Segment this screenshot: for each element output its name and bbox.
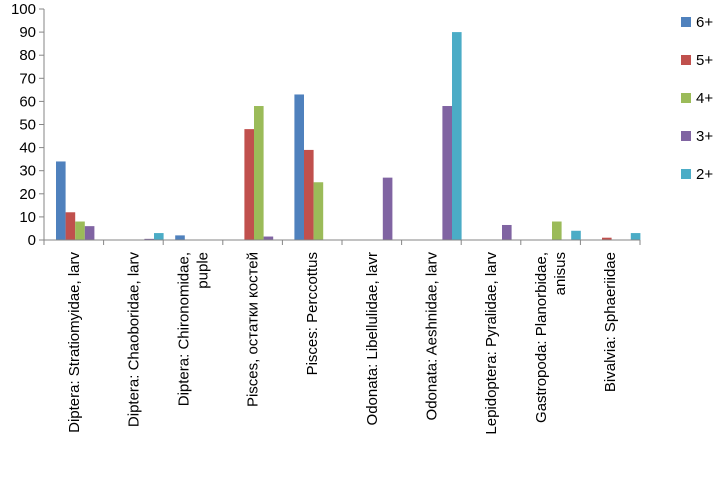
category-label: Diptera: Stratiomyidae, larv [66, 252, 83, 433]
legend: 6+ 5+ 4+ 3+ 2+ [681, 14, 713, 183]
bar-6plus-4 [294, 94, 304, 240]
legend-label: 5+ [696, 52, 713, 69]
category-label: Odonata: Libellulidae, lavr [364, 252, 381, 425]
y-tick-label: 100 [11, 1, 36, 18]
legend-label: 4+ [696, 90, 713, 107]
category-label: Gastropoda: Planorbidae, [533, 252, 550, 423]
category-label: Pisces: Perccottus [304, 252, 321, 375]
legend-swatch [681, 131, 691, 141]
y-tick-label: 30 [19, 163, 36, 180]
x-axis [43, 239, 641, 245]
bar-6plus-2 [175, 235, 185, 240]
bar-5plus-3 [244, 129, 254, 240]
legend-swatch [681, 93, 691, 103]
bar-5plus-9 [602, 237, 612, 240]
y-tick-label: 70 [19, 70, 36, 87]
bar-3plus-1 [144, 238, 154, 240]
bar-4plus-4 [313, 182, 324, 240]
category-label: Odonata: Aeshnidae, larv [423, 252, 440, 421]
bar-4plus-3 [254, 106, 264, 241]
category-labels: Diptera: Stratiomyidae, larv Diptera: Cha… [66, 252, 619, 435]
legend-label: 6+ [696, 14, 713, 31]
category-label: Bivalvia: Sphaeriidae [602, 252, 619, 392]
y-tick-label: 40 [19, 140, 36, 157]
legend-label: 2+ [696, 166, 713, 183]
y-tick-label: 60 [19, 93, 36, 110]
category-label: Lepidoptera: Pyralidae, larv [483, 252, 500, 435]
bars [56, 32, 641, 241]
bar-5plus-4 [304, 149, 314, 240]
bar-4plus-8 [552, 221, 562, 240]
y-tick-label: 20 [19, 186, 36, 203]
category-label: puple [195, 252, 212, 289]
y-tick-label: 10 [19, 209, 36, 226]
category-label: Pisces, остатки костей [245, 252, 262, 407]
legend-swatch [681, 55, 691, 65]
bar-2plus-1 [154, 233, 164, 240]
bar-3plus-6 [442, 106, 452, 241]
legend-swatch [681, 17, 691, 27]
legend-label: 3+ [696, 128, 713, 145]
bar-6plus-0 [56, 161, 66, 240]
bar-3plus-5 [382, 177, 393, 240]
bar-4plus-0 [75, 221, 85, 240]
category-label: Diptera: Chaoboridae, larv [125, 252, 142, 428]
bar-5plus-0 [65, 212, 76, 240]
y-tick-label: 0 [28, 232, 36, 249]
bar-3plus-3 [263, 236, 274, 240]
y-tick-label: 80 [19, 47, 36, 64]
category-label: Diptera: Chironomidae, [176, 252, 193, 406]
y-axis: 0 10 20 30 40 50 60 70 80 90 100 [11, 1, 45, 249]
bar-3plus-0 [84, 226, 95, 240]
y-tick-label: 90 [19, 24, 36, 41]
legend-swatch [681, 169, 691, 179]
bar-3plus-7 [502, 224, 512, 240]
bar-2plus-8 [571, 230, 581, 240]
y-tick-label: 50 [19, 117, 36, 134]
bar-2plus-9 [630, 233, 641, 240]
category-label: anisus [552, 252, 569, 295]
bar-2plus-6 [452, 32, 462, 240]
